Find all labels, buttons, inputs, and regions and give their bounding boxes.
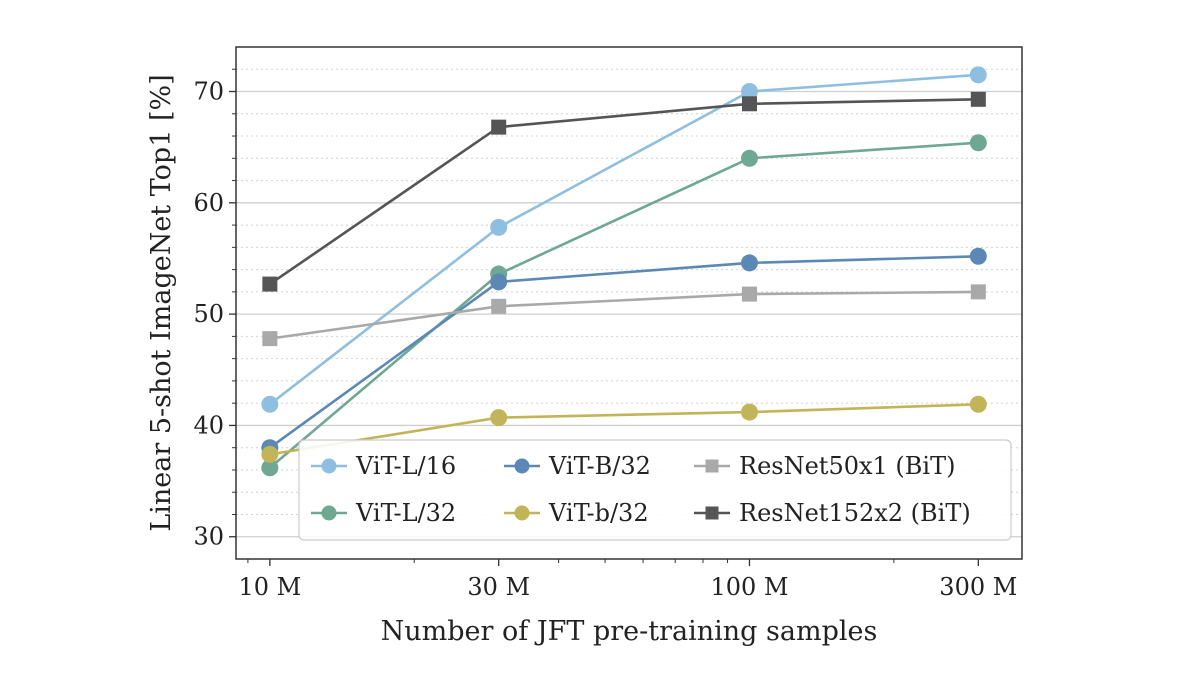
data-point [970,284,986,300]
data-point [969,134,987,152]
data-point [741,96,757,112]
y-tick-label: 50 [193,300,224,328]
legend-label: ResNet50x1 (BiT) [739,452,955,480]
legend-item-vit-b-32: ViT-B/32 [504,452,651,480]
series-line [269,141,979,469]
series-resnet152x2-bit [262,91,986,292]
legend-marker [705,506,719,520]
legend-item-resnet50x1-bit: ResNet50x1 (BiT) [694,452,955,480]
series-line [269,403,979,456]
series-resnet50x1-bit [262,284,986,347]
x-tick-label: 300 M [939,573,1017,601]
y-tick-label: 40 [193,411,224,439]
y-tick-label: 60 [193,189,224,217]
data-point [490,218,508,236]
legend-item-vit-l-16: ViT-L/16 [311,452,456,480]
series-vit-b-32 [261,395,987,463]
data-point [969,247,987,265]
legend-marker [705,459,719,473]
data-point [491,298,507,314]
data-point [262,276,278,292]
grid [236,68,1022,538]
series-line [269,98,979,286]
legend-marker [514,458,530,474]
legend-label: ViT-L/16 [355,452,456,480]
legend-box [298,439,1012,541]
data-point [490,273,508,291]
data-point [741,286,757,302]
data-point [970,91,986,107]
plot-frame [235,46,1023,560]
legend-item-vit-b-32: ViT-b/32 [504,499,649,527]
data-point [969,66,987,84]
legend-marker [514,505,530,521]
series-vit-l-16 [261,66,987,413]
series-line [269,255,979,449]
data-point [261,459,279,477]
data-point [740,83,758,101]
y-tick-label: 70 [193,78,224,106]
y-axis-label: Linear 5-shot ImageNet Top1 [%] [146,74,177,531]
legend-marker [321,458,337,474]
data-point [490,409,508,427]
legend-label: ViT-B/32 [548,452,651,480]
legend-item-vit-l-32: ViT-L/32 [311,499,456,527]
data-point [740,149,758,167]
y-tick-label: 30 [193,523,224,551]
legend: ViT-L/16 ViT-B/32 ResNet50x1 (BiT) ViT-L/32… [298,439,1012,541]
data-point [262,331,278,347]
data-point [740,254,758,272]
x-tick-label: 10 M [238,573,301,601]
data-point [491,119,507,135]
legend-label: ViT-b/32 [548,499,649,527]
series-vit-b-32 [261,247,987,457]
series-layer [261,66,987,477]
legend-item-resnet152x2-bit: ResNet152x2 (BiT) [694,499,971,527]
legend-marker [321,505,337,521]
data-point [261,445,279,463]
x-axis-label: Number of JFT pre-training samples [381,616,878,647]
series-line [269,73,979,406]
x-tick-label: 100 M [710,573,788,601]
x-tick-label: 30 M [467,573,530,601]
series-line [269,290,979,340]
ticks: 30 40 50 60 70 10 M 30 M 100 M 300 M [193,68,1017,601]
legend-label: ViT-L/32 [355,499,456,527]
data-point [969,395,987,413]
data-point [740,403,758,421]
data-point [261,395,279,413]
legend-label: ResNet152x2 (BiT) [739,499,971,527]
